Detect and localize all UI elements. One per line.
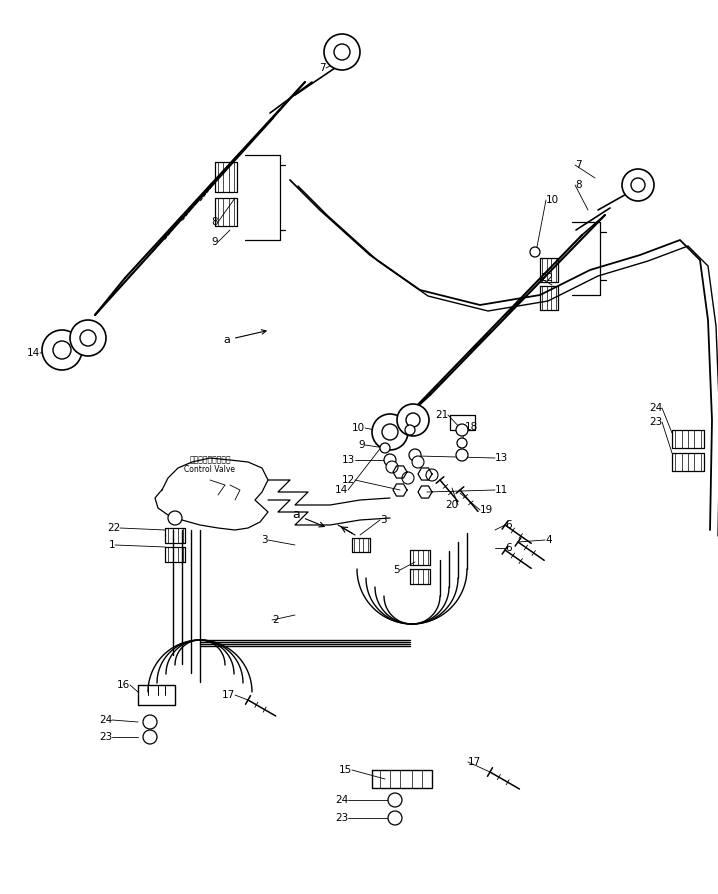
Circle shape xyxy=(388,811,402,825)
Text: 5: 5 xyxy=(393,565,400,575)
Text: 6: 6 xyxy=(505,543,512,553)
Circle shape xyxy=(70,320,106,356)
Circle shape xyxy=(406,413,420,427)
Circle shape xyxy=(622,169,654,201)
Text: 3: 3 xyxy=(380,515,386,525)
Circle shape xyxy=(143,715,157,729)
Text: 17: 17 xyxy=(222,690,235,700)
Text: 8: 8 xyxy=(211,217,218,227)
Circle shape xyxy=(402,472,414,484)
Text: 7: 7 xyxy=(320,63,326,73)
Text: 15: 15 xyxy=(339,765,352,775)
Text: 3: 3 xyxy=(261,535,268,545)
Text: 24: 24 xyxy=(649,403,662,413)
Circle shape xyxy=(405,425,415,435)
Circle shape xyxy=(457,438,467,448)
Circle shape xyxy=(409,449,421,461)
Text: 13: 13 xyxy=(495,453,508,463)
Text: Control Valve: Control Valve xyxy=(185,466,236,475)
Circle shape xyxy=(42,330,82,370)
Text: 7: 7 xyxy=(575,160,582,170)
Circle shape xyxy=(631,178,645,192)
Text: 4: 4 xyxy=(545,535,551,545)
Text: 16: 16 xyxy=(117,680,130,690)
Text: 23: 23 xyxy=(649,417,662,427)
Text: 20: 20 xyxy=(445,500,458,510)
Circle shape xyxy=(143,730,157,744)
Text: 6: 6 xyxy=(505,520,512,530)
Circle shape xyxy=(382,424,398,440)
Text: 17: 17 xyxy=(468,757,481,767)
Text: 1: 1 xyxy=(108,540,115,550)
Text: 12: 12 xyxy=(342,475,355,485)
Circle shape xyxy=(384,454,396,466)
Text: 22: 22 xyxy=(540,273,554,283)
Text: コントロールバルブ: コントロールバルブ xyxy=(189,456,230,465)
Text: a: a xyxy=(292,509,325,527)
Text: 2: 2 xyxy=(272,615,279,625)
Text: 21: 21 xyxy=(435,410,448,420)
Circle shape xyxy=(372,414,408,450)
Text: 14: 14 xyxy=(27,348,40,358)
Text: a: a xyxy=(223,330,266,345)
Circle shape xyxy=(412,456,424,468)
Text: 10: 10 xyxy=(546,195,559,205)
Circle shape xyxy=(168,511,182,525)
Text: 18: 18 xyxy=(465,422,478,432)
Text: 9: 9 xyxy=(211,237,218,247)
Circle shape xyxy=(53,341,71,359)
Circle shape xyxy=(456,424,468,436)
Text: 10: 10 xyxy=(352,423,365,433)
Text: 24: 24 xyxy=(99,715,112,725)
Text: 14: 14 xyxy=(335,485,348,495)
Circle shape xyxy=(530,247,540,257)
Text: 9: 9 xyxy=(358,440,365,450)
Circle shape xyxy=(397,404,429,436)
Circle shape xyxy=(426,469,438,481)
Circle shape xyxy=(334,44,350,60)
Circle shape xyxy=(388,793,402,807)
Circle shape xyxy=(80,330,96,346)
Text: 8: 8 xyxy=(575,180,582,190)
Text: 23: 23 xyxy=(335,813,348,823)
Circle shape xyxy=(380,443,390,453)
Circle shape xyxy=(324,34,360,70)
Text: 23: 23 xyxy=(99,732,112,742)
Text: 24: 24 xyxy=(335,795,348,805)
Text: 19: 19 xyxy=(480,505,493,515)
Text: 13: 13 xyxy=(342,455,355,465)
Text: 22: 22 xyxy=(107,523,120,533)
Circle shape xyxy=(386,461,398,473)
Circle shape xyxy=(456,449,468,461)
Text: 11: 11 xyxy=(495,485,508,495)
